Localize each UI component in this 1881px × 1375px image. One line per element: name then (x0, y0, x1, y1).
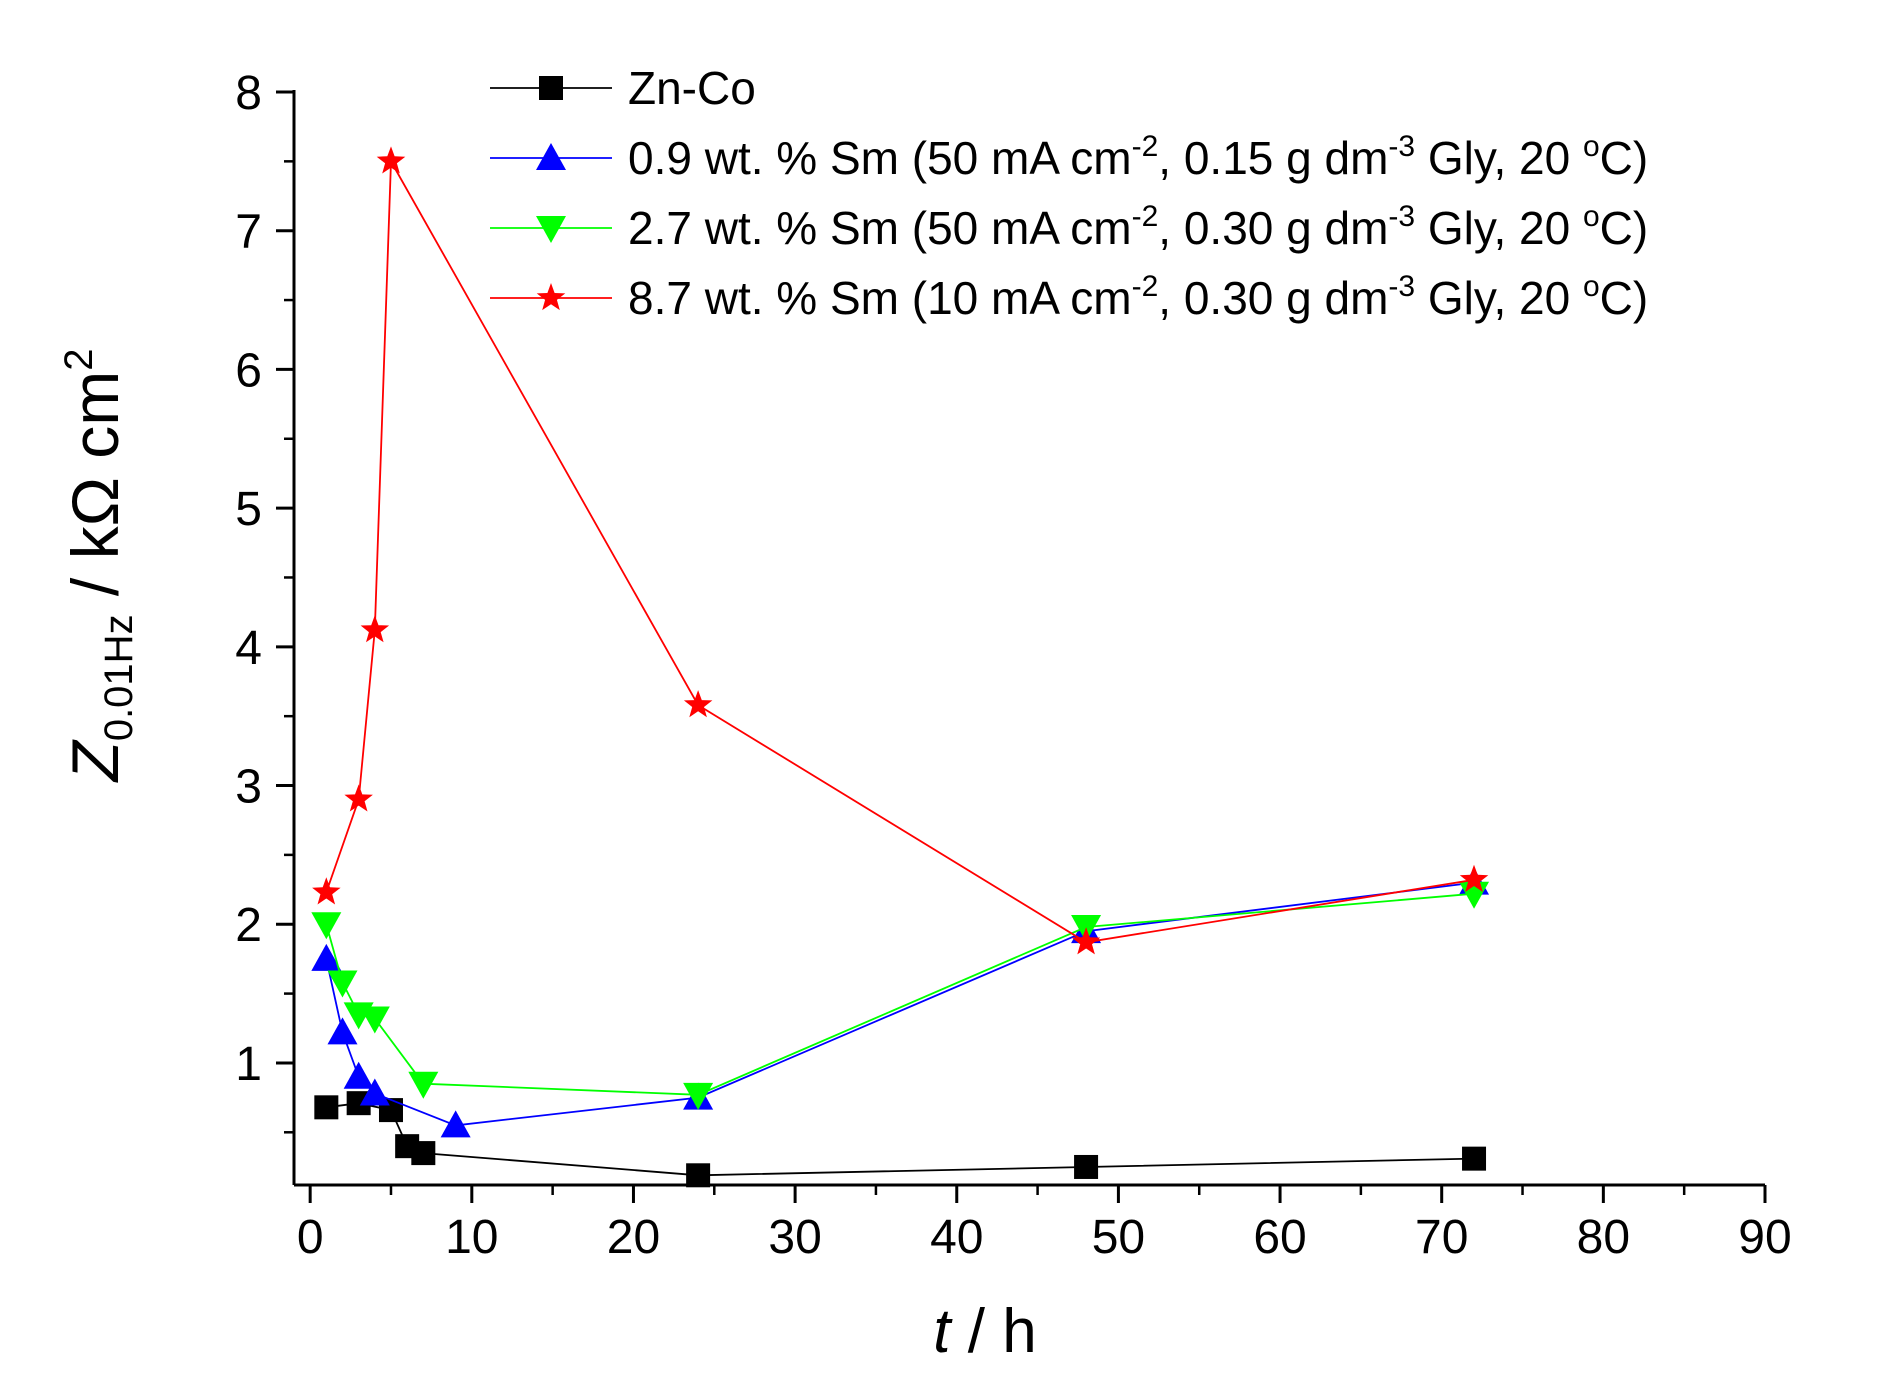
legend-label-part: Gly, 20 (1415, 132, 1583, 184)
legend-entry-2: 0.9 wt. % Sm (50 mA cm-2, 0.15 g dm-3 Gl… (490, 130, 1648, 184)
y-axis-title-symbol: Z (58, 739, 132, 784)
legend-label-part: C) (1600, 272, 1649, 324)
series-1 (314, 1091, 1487, 1188)
data-point (440, 1110, 471, 1138)
plot-area (292, 90, 1765, 1187)
y-tick-label: 2 (235, 899, 262, 952)
legend-label-part: , 0.15 g dm (1158, 132, 1388, 184)
data-point (1459, 864, 1489, 892)
x-tick-label: 50 (1092, 1211, 1145, 1264)
legend: Zn-Co0.9 wt. % Sm (50 mA cm-2, 0.15 g dm… (490, 62, 1648, 324)
legend-label-part: 2.7 wt. % Sm (50 mA cm (628, 202, 1132, 254)
data-point (1071, 927, 1101, 955)
legend-label: 2.7 wt. % Sm (50 mA cm-2, 0.30 g dm-3 Gl… (628, 200, 1648, 254)
y-axis-title-unit: / kΩ cm (58, 371, 132, 615)
data-point (408, 1071, 439, 1099)
y-tick-label: 7 (235, 206, 262, 259)
legend-label-part: , 0.30 g dm (1158, 202, 1388, 254)
data-point (686, 1163, 711, 1188)
data-point (327, 970, 358, 998)
x-tick-label: 80 (1577, 1211, 1630, 1264)
series-line (325, 892, 1475, 1096)
series-line (325, 881, 1475, 1127)
data-point (312, 877, 341, 905)
series-3 (311, 881, 1490, 1110)
legend-label: Zn-Co (628, 62, 756, 114)
legend-label-part: -3 (1388, 270, 1415, 303)
legend-label-part: 8.7 wt. % Sm (10 mA cm (628, 272, 1132, 324)
x-tick-label: 0 (297, 1211, 324, 1264)
series-layer (311, 146, 1490, 1188)
legend-label-part: o (1583, 270, 1600, 303)
data-point (359, 1078, 390, 1106)
x-axis-title: t / h (933, 1297, 1036, 1366)
data-point (311, 912, 342, 940)
legend-label-part: C) (1600, 202, 1649, 254)
x-tick-label: 90 (1738, 1211, 1791, 1264)
x-tick-label: 60 (1253, 1211, 1306, 1264)
legend-label-part: -3 (1388, 130, 1415, 163)
y-axis-title: Z0.01Hz / kΩ cm2 (57, 349, 141, 784)
y-tick-label: 6 (235, 344, 262, 397)
legend-label-part: C) (1600, 132, 1649, 184)
data-point (1462, 1146, 1487, 1171)
data-point (411, 1141, 436, 1166)
x-axis: 0 10 20 30 40 50 60 70 80 90 (297, 1185, 1792, 1264)
legend-label-part: Zn-Co (628, 62, 756, 114)
legend-label-part: , 0.30 g dm (1158, 272, 1388, 324)
y-tick-label: 3 (235, 761, 262, 814)
legend-label-part: o (1583, 130, 1600, 163)
legend-marker (536, 216, 566, 243)
x-axis-title-unit: h (1002, 1297, 1036, 1366)
x-axis-title-symbol: t (933, 1297, 953, 1366)
y-axis-title-superscript: 2 (57, 349, 101, 371)
data-point (327, 1017, 358, 1045)
y-axis: 1 2 3 4 5 6 7 8 (235, 67, 294, 1134)
legend-label-part: -2 (1132, 130, 1159, 163)
legend-label-part: Gly, 20 (1415, 202, 1583, 254)
series-line (326, 1102, 1475, 1177)
x-tick-label: 30 (768, 1211, 821, 1264)
series-4 (312, 146, 1489, 955)
data-point (359, 1006, 390, 1034)
legend-label-part: -2 (1132, 270, 1159, 303)
y-axis-title-subscript: 0.01Hz (97, 614, 141, 741)
data-point (344, 784, 373, 812)
legend-label-part: Gly, 20 (1415, 272, 1583, 324)
legend-entry-1: Zn-Co (490, 62, 756, 114)
x-tick-label: 70 (1415, 1211, 1468, 1264)
legend-label-part: -2 (1132, 200, 1159, 233)
x-tick-label: 20 (607, 1211, 660, 1264)
y-tick-label: 5 (235, 483, 262, 536)
legend-label-part: 0.9 wt. % Sm (50 mA cm (628, 132, 1132, 184)
data-point (683, 690, 713, 718)
data-point (683, 1082, 714, 1110)
y-tick-label: 4 (235, 622, 262, 675)
legend-label: 0.9 wt. % Sm (50 mA cm-2, 0.15 g dm-3 Gl… (628, 130, 1648, 184)
x-tick-label: 40 (930, 1211, 983, 1264)
legend-label: 8.7 wt. % Sm (10 mA cm-2, 0.30 g dm-3 Gl… (628, 270, 1648, 324)
data-point (314, 1095, 339, 1120)
data-point (360, 615, 390, 643)
legend-marker (539, 76, 563, 100)
data-point (376, 146, 406, 174)
legend-entry-4: 8.7 wt. % Sm (10 mA cm-2, 0.30 g dm-3 Gl… (490, 270, 1648, 324)
x-tick-label: 10 (445, 1211, 498, 1264)
data-point (311, 943, 342, 971)
legend-entry-3: 2.7 wt. % Sm (50 mA cm-2, 0.30 g dm-3 Gl… (490, 200, 1648, 254)
data-point (343, 1061, 374, 1089)
legend-marker (536, 143, 566, 170)
x-axis-title-separator: / (951, 1297, 1003, 1366)
y-tick-label: 8 (235, 67, 262, 120)
legend-label-part: -3 (1388, 200, 1415, 233)
data-point (1074, 1154, 1099, 1179)
legend-marker (536, 283, 566, 311)
legend-label-part: o (1583, 200, 1600, 233)
y-tick-label: 1 (235, 1038, 262, 1091)
